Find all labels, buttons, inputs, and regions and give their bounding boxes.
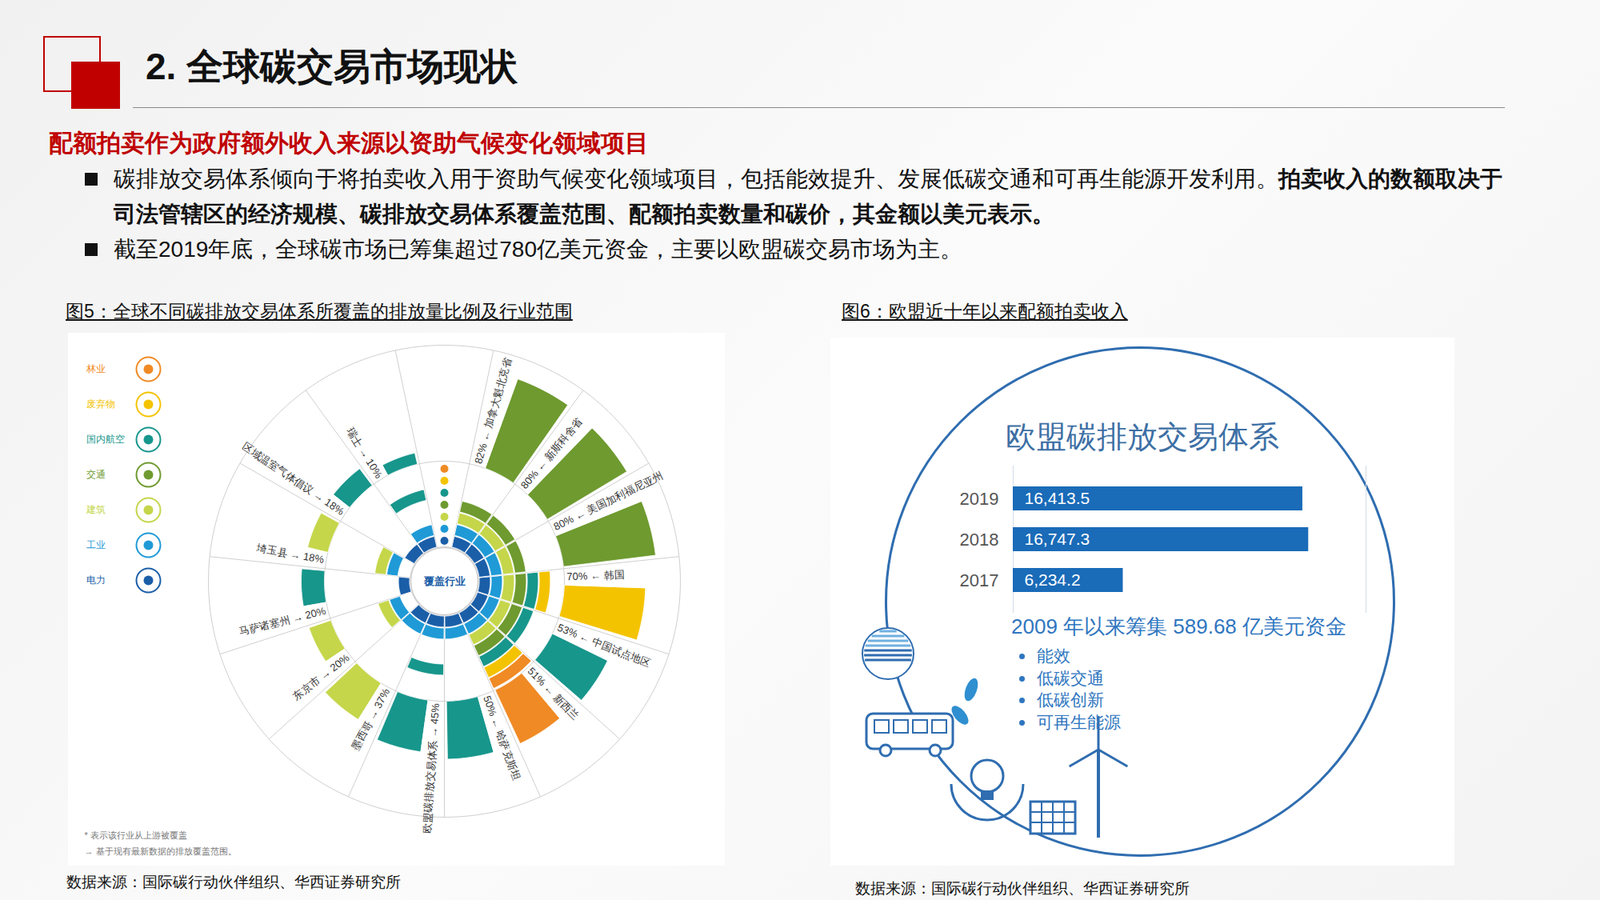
html-text:能效: 能效	[1036, 646, 1071, 665]
html-text:碳排放交易体系倾向于将拍卖收入用于资助气候变化领域项目，包括: 碳排放交易体系倾向于将拍卖收入用于资助气候变化领域项目，包括能效提升、发展低碳交…	[113, 166, 1503, 227]
svg-text:2019: 2019	[960, 488, 1000, 509]
svg-text:林业: 林业	[85, 363, 106, 375]
html-text:可再生能源: 可再生能源	[1036, 712, 1121, 731]
html-text:2009 年以来筹集 589.68 亿美元资金: 2009 年以来筹集 589.68 亿美元资金	[1011, 614, 1347, 639]
svg-text:电力: 电力	[86, 574, 106, 586]
svg-text:埼玉县 → 18%埼玉县: 埼玉县 → 18%埼玉县	[255, 541, 326, 566]
svg-text:东京市 → 20%东京市: 东京市 → 20%东京市	[290, 651, 352, 704]
svg-text:区域温室气体倡议 → 18%区域温室气体倡议: 区域温室气体倡议 → 18%区域温室气体倡议	[240, 440, 347, 518]
html-text:欧盟碳排放交易体系: 欧盟碳排放交易体系	[1005, 420, 1280, 454]
html-text:低碳交通: 低碳交通	[1036, 668, 1104, 687]
svg-text:82% ← 加拿大魁北克省加拿大魁北克省: 82% ← 加拿大魁北克省加拿大魁北克省	[472, 356, 514, 465]
html-text:数据来源：国际碳行动伙伴组织、华西证券研究所: 数据来源：国际碳行动伙伴组织、华西证券研究所	[855, 880, 1190, 897]
svg-text:瑞士 → 10%瑞士: 瑞士 → 10%瑞士	[344, 424, 385, 481]
svg-text:51% ← 新西兰新西兰: 51% ← 新西兰新西兰	[525, 664, 582, 723]
svg-text:6,234.2: 6,234.2	[1024, 570, 1081, 589]
svg-text:废弃物: 废弃物	[86, 398, 116, 410]
svg-text:16,747.3: 16,747.3	[1024, 529, 1091, 548]
svg-text:70% ← 韩国韩国: 70% ← 韩国韩国	[566, 568, 625, 584]
svg-text:80% ← 新斯科舍省新斯科舍省: 80% ← 新斯科舍省新斯科舍省	[518, 415, 585, 492]
svg-text:16,413.5: 16,413.5	[1024, 488, 1091, 508]
html-text:截至2019年底，全球碳市场已筹集超过780亿美元资金，主要: 截至2019年底，全球碳市场已筹集超过780亿美元资金，主要以欧盟碳交易市场为主…	[113, 236, 963, 262]
svg-text:欧盟碳排放交易体系 → 45%欧盟碳排放交易体系: 欧盟碳排放交易体系 → 45%欧盟碳排放交易体系	[420, 702, 442, 834]
svg-text:马萨诸塞州 → 20%马萨诸塞州: 马萨诸塞州 → 20%马萨诸塞州	[237, 604, 328, 639]
html-text:图6：欧盟近十年以来配额拍卖收入: 图6：欧盟近十年以来配额拍卖收入	[841, 300, 1128, 322]
svg-text:墨西哥 → 37%墨西哥: 墨西哥 → 37%墨西哥	[349, 686, 392, 753]
html-text:数据来源：国际碳行动伙伴组织、华西证券研究所: 数据来源：国际碳行动伙伴组织、华西证券研究所	[66, 873, 401, 891]
svg-text:建筑: 建筑	[85, 504, 106, 516]
html-text:图5：全球不同碳排放交易体系所覆盖的排放量比例及行业范围: 图5：全球不同碳排放交易体系所覆盖的排放量比例及行业范围	[65, 300, 573, 322]
html-text:低碳创新: 低碳创新	[1036, 690, 1104, 709]
svg-text:2017: 2017	[960, 570, 1000, 591]
svg-text:80% ← 美国加利福尼亚州美国加利福尼亚州: 80% ← 美国加利福尼亚州美国加利福尼亚州	[552, 469, 666, 533]
svg-text:50% ← 哈萨克斯坦哈萨克斯坦: 50% ← 哈萨克斯坦哈萨克斯坦	[480, 694, 523, 783]
svg-text:2018: 2018	[960, 529, 1000, 550]
svg-text:交通: 交通	[86, 468, 106, 480]
svg-text:工业: 工业	[86, 539, 106, 551]
svg-text:* 表示该行业从上游被覆盖: * 表示该行业从上游被覆盖	[84, 830, 188, 840]
svg-text:国内航空: 国内航空	[86, 433, 125, 445]
svg-text:53% ← 中国试点地区中国试点地区: 53% ← 中国试点地区中国试点地区	[556, 621, 653, 670]
html-text:配额拍卖作为政府额外收入来源以资助气候变化领域项目: 配额拍卖作为政府额外收入来源以资助气候变化领域项目	[48, 129, 649, 156]
svg-text:→ 基于现有最新数据的排放覆盖范围。: → 基于现有最新数据的排放覆盖范围。	[84, 846, 237, 856]
html-text:2. 全球碳交易市场现状: 2. 全球碳交易市场现状	[145, 45, 518, 88]
svg-text:覆盖行业: 覆盖行业	[423, 575, 466, 588]
